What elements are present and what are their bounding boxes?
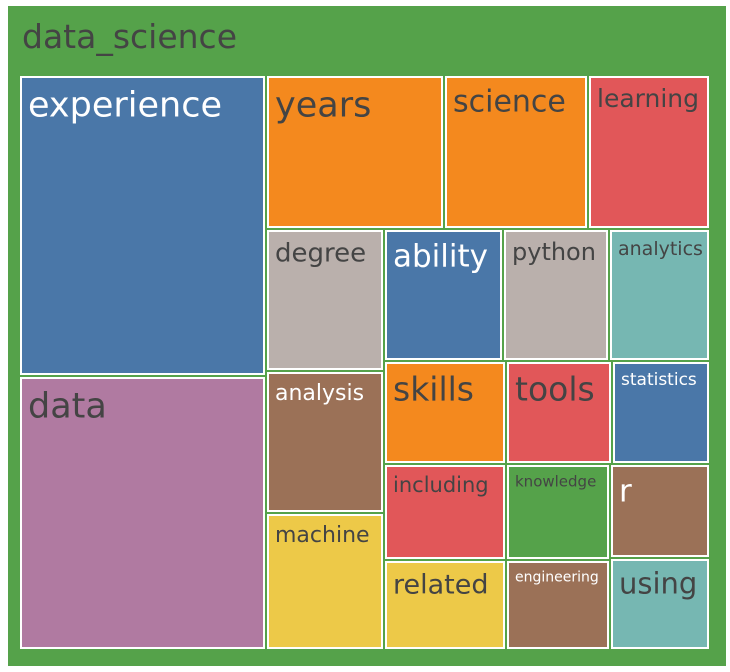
- treemap-tile-label-science: science: [453, 85, 566, 120]
- treemap-tile-rect-python: [504, 230, 608, 360]
- treemap-tile-including: including: [385, 465, 505, 559]
- treemap-tile-science: science: [445, 76, 587, 228]
- treemap-tile-label-degree: degree: [275, 239, 366, 269]
- treemap-tile-rect-ability: [385, 230, 502, 360]
- treemap-tile-label-knowledge: knowledge: [515, 472, 596, 490]
- treemap-tile-label-r: r: [619, 473, 632, 509]
- treemap-tile-rect-including: [385, 465, 505, 559]
- treemap-tile-rect-science: [445, 76, 587, 228]
- treemap-tile-label-data: data: [28, 386, 107, 426]
- treemap-tile-label-years: years: [275, 85, 371, 125]
- treemap-tile-label-machine: machine: [275, 523, 370, 548]
- treemap-tile-years: years: [267, 76, 443, 228]
- treemap-tile-skills: skills: [385, 362, 505, 463]
- treemap-tile-label-skills: skills: [393, 369, 474, 408]
- treemap-tile-ability: ability: [385, 230, 502, 360]
- treemap-tile-label-learning: learning: [597, 84, 699, 113]
- treemap-tile-rect-years: [267, 76, 443, 228]
- treemap-tile-label-analysis: analysis: [275, 381, 364, 406]
- treemap-tile-rect-degree: [267, 230, 383, 370]
- treemap-tile-analysis: analysis: [267, 372, 383, 512]
- treemap-tile-label-engineering: engineering: [515, 569, 599, 585]
- treemap-tile-learning: learning: [589, 76, 709, 228]
- treemap-tile-using: using: [611, 559, 709, 649]
- treemap-tile-label-tools: tools: [515, 369, 595, 408]
- treemap-tile-rect-knowledge: [507, 465, 609, 559]
- treemap-root-label: data_science: [22, 17, 237, 56]
- treemap-tile-label-statistics: statistics: [621, 370, 697, 390]
- treemap-tile-data: data: [20, 377, 265, 649]
- treemap-tile-rect-experience: [20, 76, 265, 375]
- treemap-tile-tools: tools: [507, 362, 611, 463]
- treemap-tile-rect-learning: [589, 76, 709, 228]
- treemap-tile-experience: experience: [20, 76, 265, 375]
- treemap-tile-rect-using: [611, 559, 709, 649]
- treemap-tile-label-related: related: [393, 570, 489, 601]
- treemap-tile-rect-statistics: [613, 362, 709, 463]
- treemap-tile-label-including: including: [393, 473, 489, 497]
- treemap-tile-knowledge: knowledge: [507, 465, 609, 559]
- treemap-tile-python: python: [504, 230, 608, 360]
- treemap-tile-analytics: analytics: [610, 230, 709, 360]
- treemap-tile-engineering: engineering: [507, 561, 609, 649]
- treemap-tile-machine: machine: [267, 514, 383, 649]
- treemap-tile-label-python: python: [512, 238, 596, 266]
- treemap-tile-statistics: statistics: [613, 362, 709, 463]
- treemap-tile-rect-tools: [507, 362, 611, 463]
- treemap-tile-label-ability: ability: [393, 238, 488, 274]
- treemap-tile-label-analytics: analytics: [618, 238, 703, 260]
- treemap-tile-rect-r: [611, 465, 709, 557]
- treemap-tile-rect-analytics: [610, 230, 709, 360]
- treemap-tile-r: r: [611, 465, 709, 557]
- treemap-tile-rect-related: [385, 561, 505, 649]
- treemap-tile-related: related: [385, 561, 505, 649]
- treemap-tile-label-experience: experience: [28, 85, 222, 125]
- treemap-tile-label-using: using: [619, 567, 697, 601]
- treemap-tile-rect-skills: [385, 362, 505, 463]
- treemap-tile-rect-machine: [267, 514, 383, 649]
- treemap-tile-rect-analysis: [267, 372, 383, 512]
- treemap-tile-rect-data: [20, 377, 265, 649]
- treemap-tile-degree: degree: [267, 230, 383, 370]
- treemap-tile-rect-engineering: [507, 561, 609, 649]
